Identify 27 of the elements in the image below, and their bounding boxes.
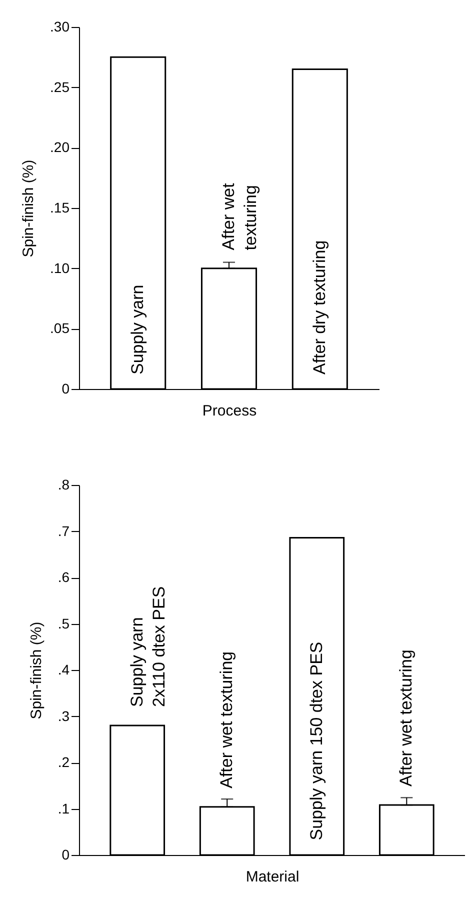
y-tick-label: .05 (50, 320, 70, 336)
y-tick-label: .30 (50, 18, 70, 34)
y-tick-label: .3 (58, 708, 70, 724)
y-tick-label: .20 (50, 139, 70, 156)
x-tick-label: After wet texturing (396, 650, 416, 787)
y-tick-label: .2 (58, 754, 70, 770)
x-axis-title: Material (246, 868, 300, 886)
y-axis-title: Spin-finish (%) (28, 622, 45, 720)
y-tick-label: 0 (62, 380, 70, 396)
y-tick-label: .8 (58, 476, 70, 492)
x-tick-label: Supply yarn (128, 284, 148, 375)
y-tick-label: .5 (58, 615, 70, 632)
y-tick-label: .15 (50, 200, 70, 216)
y-tick-label: .10 (50, 260, 70, 276)
x-tick-label: After dry texturing (310, 240, 329, 375)
y-tick-label: .4 (58, 662, 70, 678)
y-tick-label: 0 (62, 846, 70, 862)
y-tick-label: .6 (58, 569, 70, 585)
y-tick-label: .25 (50, 78, 70, 95)
x-tick-label: Supply yarn 150 dtex PES (306, 642, 326, 840)
y-axis-title: Spin-finish (%) (20, 160, 38, 258)
y-tick-label: .1 (58, 800, 70, 816)
x-axis-title: Process (202, 402, 257, 420)
x-tick-label: After wet texturing (217, 651, 236, 788)
x-tick-label: After wet texturing (219, 182, 260, 250)
y-tick-label: .7 (58, 522, 70, 539)
x-tick-label: Supply yarn 2x110 dtex PES (127, 586, 168, 707)
